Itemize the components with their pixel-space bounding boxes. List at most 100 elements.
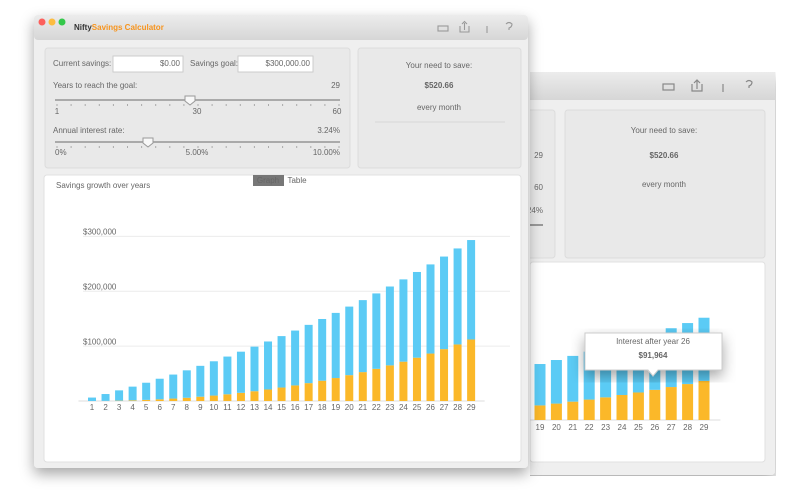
title-bar: [530, 72, 775, 100]
x-tick-label: 29: [700, 423, 709, 432]
bar-segment: [600, 347, 612, 398]
tab-label: Table: [287, 176, 307, 185]
bar-segment: [264, 341, 273, 390]
x-tick-label: 21: [568, 423, 577, 432]
share-icon[interactable]: [691, 79, 703, 92]
x-tick-label: 14: [264, 403, 273, 412]
current-savings-input[interactable]: [112, 55, 184, 73]
x-tick-label: 28: [683, 423, 692, 432]
front-window: NiftySavings Calculator Current savings: $…: [34, 15, 528, 468]
x-tick-label: 25: [634, 423, 643, 432]
x-tick-label: 8: [185, 403, 190, 412]
x-tick-label: 6: [157, 403, 162, 412]
bar-segment: [426, 264, 435, 354]
share-icon[interactable]: [459, 20, 470, 33]
x-tick-label: 20: [345, 403, 354, 412]
slider-scale-label: 10.00%: [313, 148, 340, 157]
bar-segment: [88, 397, 96, 401]
toolbar-icons: [662, 79, 753, 92]
print-icon[interactable]: [662, 83, 675, 91]
bar-segment: [372, 368, 381, 401]
x-tick-label: 5: [144, 403, 149, 412]
x-tick-label: 26: [650, 423, 659, 432]
bar-segment: [412, 357, 421, 401]
bar-segment: [583, 399, 595, 420]
bar-segment: [331, 312, 340, 379]
bar-segment: [128, 400, 137, 401]
graph-tab[interactable]: [253, 175, 284, 186]
result-period: every month: [642, 180, 686, 189]
years-slider-thumb[interactable]: [184, 95, 196, 106]
bar-segment: [169, 398, 178, 401]
slider-scale-label: 1: [55, 107, 60, 116]
tooltip: Interest after year 26 $91,964: [584, 332, 723, 377]
bar-segment: [385, 365, 394, 401]
bar-segment: [682, 384, 694, 420]
x-tick-label: 9: [198, 403, 203, 412]
x-tick-label: 3: [117, 403, 122, 412]
bar-segment: [632, 392, 644, 420]
bar-segment: [412, 271, 421, 358]
rate-slider-thumb[interactable]: [142, 137, 154, 148]
bar-segment: [665, 387, 677, 420]
app-title-part: Nifty: [74, 23, 92, 32]
slider-scale-label: 5.00%: [186, 148, 209, 157]
bar-segment: [453, 248, 462, 345]
y-tick-label: $100,000: [83, 337, 117, 346]
bar-segment: [567, 401, 579, 420]
bar-segment: [358, 372, 367, 401]
bar-segment: [550, 360, 562, 404]
settings-panel: [530, 109, 556, 259]
bar-segment: [182, 397, 191, 401]
field-label: Annual interest rate:: [53, 126, 125, 135]
bar-segment: [534, 405, 546, 420]
x-tick-label: 11: [223, 403, 232, 412]
field-value: $300,000.00: [266, 59, 311, 68]
x-tick-label: 20: [552, 423, 561, 432]
y-tick-label: $200,000: [83, 282, 117, 291]
x-tick-label: 7: [171, 403, 176, 412]
x-tick-label: 16: [291, 403, 300, 412]
savings-goal-input[interactable]: [237, 55, 314, 73]
bar-segment: [583, 351, 595, 400]
bar-segment: [101, 394, 110, 401]
bar-segment: [385, 286, 394, 366]
x-tick-label: 19: [331, 403, 340, 412]
bar-segment: [304, 383, 313, 401]
bar-segment: [291, 330, 300, 386]
help-icon[interactable]: [745, 79, 753, 89]
tooltip-value: $91,964: [639, 351, 668, 360]
bar-segment: [616, 395, 628, 420]
print-icon[interactable]: [437, 25, 449, 32]
close-button[interactable]: [38, 18, 46, 26]
minimize-button[interactable]: [48, 18, 56, 26]
slider-scale-label: 30: [193, 107, 202, 116]
bar-segment: [440, 349, 449, 401]
zoom-button[interactable]: [58, 18, 66, 26]
bar-segment: [698, 380, 710, 420]
toolbar-icons: [437, 20, 513, 33]
x-tick-label: 23: [601, 423, 610, 432]
app-title: NiftySavings Calculator: [74, 23, 164, 32]
x-tick-label: 24: [399, 403, 408, 412]
x-tick-label: 25: [413, 403, 422, 412]
bar-segment: [236, 351, 245, 393]
x-tick-label: 2: [103, 403, 108, 412]
x-tick-label: 10: [209, 403, 218, 412]
tab-label: Graph: [257, 176, 279, 185]
bar-segment: [142, 399, 151, 401]
chart-panel: [43, 174, 522, 463]
x-tick-label: 1: [90, 403, 95, 412]
result-label: Your need to save:: [631, 126, 697, 135]
bar-segment: [453, 344, 462, 401]
bar-segment: [155, 378, 164, 400]
x-tick-label: 13: [250, 403, 259, 412]
help-icon[interactable]: [505, 21, 513, 31]
x-tick-label: 4: [130, 403, 135, 412]
settings-panel: [44, 47, 351, 169]
bar-segment: [467, 240, 476, 340]
bar-segment: [331, 378, 340, 401]
x-tick-label: 17: [304, 403, 313, 412]
